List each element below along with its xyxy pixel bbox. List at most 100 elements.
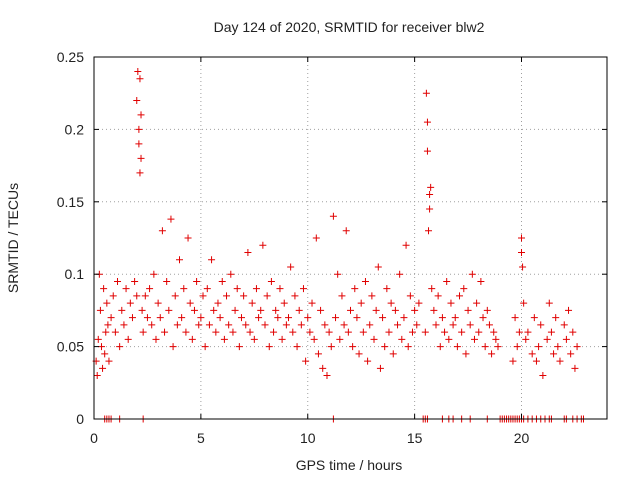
data-point xyxy=(100,285,108,293)
y-tick-label: 0.15 xyxy=(57,194,84,210)
data-point xyxy=(109,292,117,300)
data-point xyxy=(190,306,198,314)
data-point xyxy=(291,292,299,300)
data-point xyxy=(107,314,115,322)
chart-title: Day 124 of 2020, SRMTID for receiver blw… xyxy=(214,19,485,35)
y-tick-label: 0.25 xyxy=(57,49,84,65)
data-point xyxy=(372,306,380,314)
data-point xyxy=(265,343,273,351)
data-point xyxy=(520,299,528,307)
data-point xyxy=(336,335,344,343)
data-point xyxy=(481,343,489,351)
data-point xyxy=(319,364,327,372)
data-point xyxy=(573,343,581,351)
data-point xyxy=(136,169,144,177)
x-tick-label: 15 xyxy=(407,430,423,446)
data-points xyxy=(92,67,587,423)
data-point xyxy=(184,234,192,242)
data-point xyxy=(308,299,316,307)
data-point xyxy=(470,335,478,343)
data-point xyxy=(398,335,406,343)
data-point xyxy=(323,372,331,380)
data-point xyxy=(436,343,444,351)
data-point xyxy=(285,314,293,322)
data-point xyxy=(201,343,209,351)
y-tick-label: 0.1 xyxy=(65,266,85,282)
data-point xyxy=(240,292,248,300)
data-point xyxy=(263,292,271,300)
y-axis: 0 0.05 0.1 0.15 0.2 0.25 xyxy=(57,49,607,427)
data-point xyxy=(297,321,305,329)
data-point xyxy=(116,343,124,351)
data-point xyxy=(426,205,434,213)
data-point xyxy=(138,306,146,314)
data-point xyxy=(460,285,468,293)
data-point xyxy=(205,321,213,329)
data-point xyxy=(509,357,517,365)
data-point xyxy=(212,328,220,336)
data-point xyxy=(464,306,472,314)
data-point xyxy=(120,321,128,329)
data-point xyxy=(193,277,201,285)
data-point xyxy=(148,321,156,329)
data-point xyxy=(267,277,275,285)
data-point xyxy=(105,357,113,365)
data-point xyxy=(225,321,233,329)
data-point xyxy=(565,306,573,314)
data-point xyxy=(524,328,532,336)
data-point xyxy=(488,350,496,358)
data-point xyxy=(252,285,260,293)
data-point xyxy=(532,357,540,365)
data-point xyxy=(136,75,144,83)
data-point xyxy=(376,364,384,372)
data-point xyxy=(334,270,342,278)
data-point xyxy=(368,292,376,300)
data-point xyxy=(233,285,241,293)
y-axis-label: SRMTID / TECUs xyxy=(5,183,21,293)
data-point xyxy=(567,350,575,358)
plot-frame xyxy=(93,56,608,420)
data-point xyxy=(554,343,562,351)
data-point xyxy=(124,335,132,343)
data-point xyxy=(259,241,267,249)
data-point xyxy=(413,321,421,329)
data-point xyxy=(295,306,303,314)
data-point xyxy=(235,343,243,351)
data-point xyxy=(137,111,145,119)
data-point xyxy=(490,328,498,336)
data-point xyxy=(261,321,269,329)
data-point xyxy=(353,314,361,322)
data-point xyxy=(518,234,525,242)
data-point xyxy=(396,270,404,278)
data-point xyxy=(139,328,147,336)
data-point xyxy=(458,328,466,336)
data-point xyxy=(537,321,545,329)
data-point xyxy=(293,343,301,351)
data-point xyxy=(421,328,429,336)
data-point xyxy=(135,125,143,133)
data-point xyxy=(562,335,570,343)
data-point xyxy=(535,343,543,351)
data-point xyxy=(96,306,104,314)
data-point xyxy=(312,234,320,242)
data-point xyxy=(282,321,290,329)
data-point xyxy=(169,343,177,351)
data-point xyxy=(427,183,435,191)
data-point xyxy=(473,299,481,307)
data-point xyxy=(443,277,451,285)
data-point xyxy=(274,314,282,322)
data-point xyxy=(176,256,183,264)
data-point xyxy=(94,335,102,343)
data-point xyxy=(178,314,186,322)
data-point xyxy=(347,306,354,314)
data-point xyxy=(195,321,203,329)
data-point xyxy=(250,335,258,343)
data-point xyxy=(408,328,416,336)
data-point xyxy=(237,314,245,322)
data-point xyxy=(492,335,500,343)
data-point xyxy=(244,248,252,256)
data-point xyxy=(556,357,564,365)
data-point xyxy=(208,256,216,264)
data-point xyxy=(218,277,226,285)
data-point xyxy=(475,328,483,336)
